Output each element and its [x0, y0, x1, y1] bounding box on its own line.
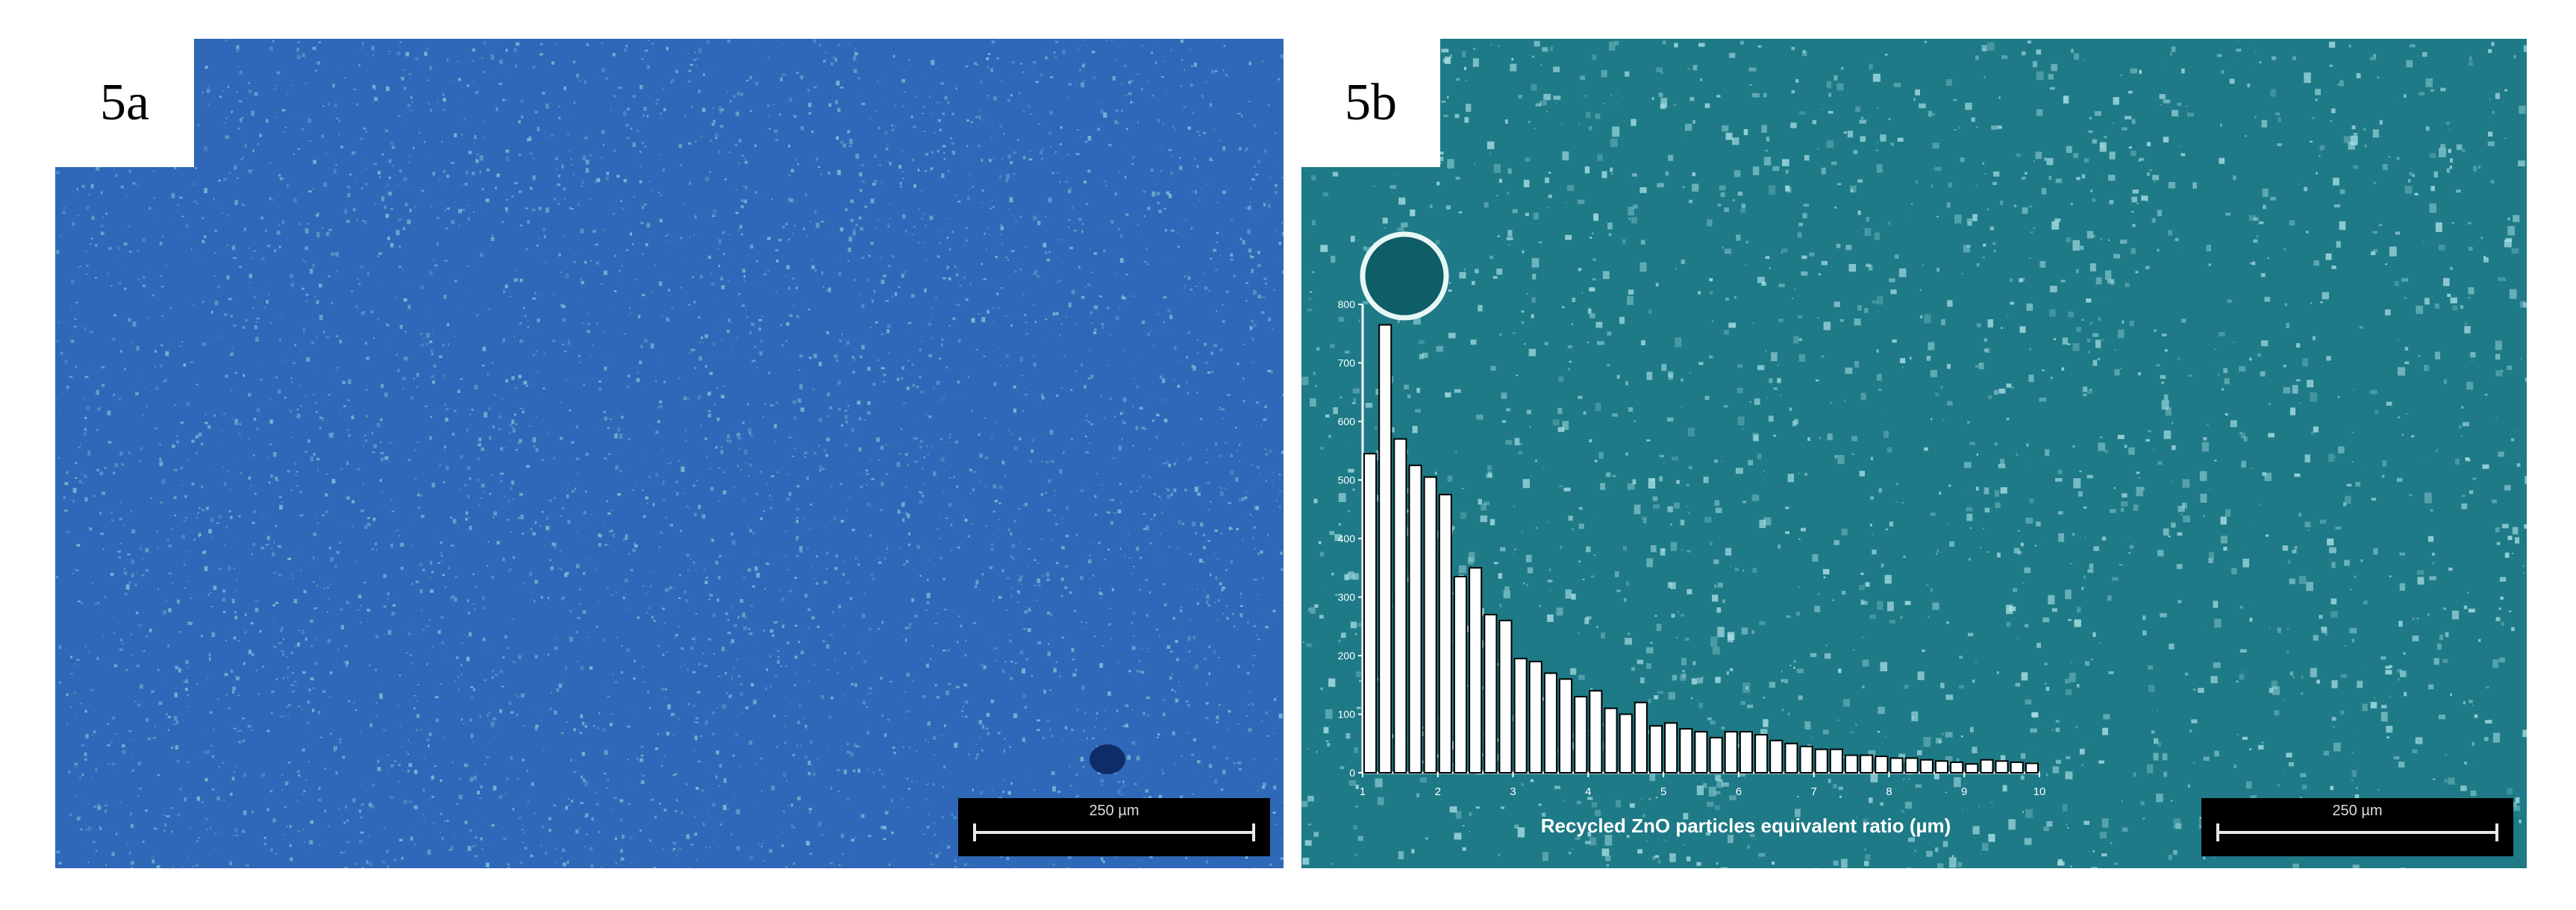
histogram-x-tick-label: 5: [1660, 785, 1666, 798]
histogram-x-tick-label: 1: [1360, 785, 1366, 798]
histogram-x-axis-label: Recycled ZnO particles equivalent ratio …: [1541, 815, 1951, 837]
bubble-feature: [1360, 231, 1449, 321]
histogram-bar: [1498, 619, 1513, 774]
micrograph-a-specks: [55, 39, 1284, 868]
histogram-bar: [1543, 672, 1557, 774]
scale-bar-label-a: 250 µm: [1089, 803, 1139, 819]
histogram-x-tick-label: 2: [1435, 785, 1441, 798]
histogram-bar: [1904, 757, 1919, 774]
histogram-bar: [1965, 763, 1979, 774]
histogram-bar: [1363, 453, 1378, 774]
pore-feature: [1090, 744, 1125, 774]
histogram-y-tick-label: 0: [1349, 767, 1355, 779]
histogram-bar: [1739, 731, 1754, 774]
histogram-bar: [1679, 728, 1693, 774]
histogram-bar: [1453, 576, 1467, 774]
histogram-bar: [1694, 731, 1708, 774]
scale-bar-cap-right-a: [1252, 823, 1255, 841]
histogram-x-tick-label: 9: [1961, 785, 1967, 798]
micrograph-image-a: [55, 39, 1284, 868]
histogram-bar: [1950, 761, 1964, 774]
histogram-bar: [1980, 759, 1994, 774]
histogram-bar: [2010, 761, 2024, 774]
histogram-bar: [1875, 756, 1889, 774]
histogram-x-tick-label: 8: [1886, 785, 1892, 798]
histogram-bar: [1619, 713, 1633, 774]
histogram-bar: [1604, 707, 1618, 774]
histogram-x-tick-label: 6: [1736, 785, 1742, 798]
histogram-y-tick-label: 800: [1338, 298, 1356, 310]
histogram-bar: [1829, 748, 1843, 774]
micrograph-panel-a: 5a 250 µm: [55, 39, 1284, 868]
histogram-bar: [1754, 734, 1769, 774]
scale-bar-line-b: [2218, 831, 2497, 834]
scale-bar-cap-right-b: [2495, 823, 2498, 841]
histogram-bar: [1559, 678, 1573, 774]
histogram-bar: [1423, 476, 1437, 774]
histogram-bar: [1589, 690, 1603, 774]
histogram-bar: [1469, 567, 1483, 774]
particle-size-histogram: 0 100 200 300 400 500 600 700 800 1 2 3 4 5 6 7 8 9 10 Recy…: [1338, 298, 2046, 837]
histogram-y-tick-label: 600: [1338, 415, 1356, 427]
histogram-bar: [1860, 754, 1874, 774]
scale-bar-b: 250 µm: [2201, 798, 2513, 856]
histogram-bar: [1408, 464, 1422, 774]
histogram-x-tick-label: 4: [1585, 785, 1591, 798]
scale-bar-cap-left-a: [973, 823, 976, 841]
histogram-y-tick-label: 500: [1338, 474, 1356, 486]
histogram-bar: [1664, 722, 1678, 774]
scale-bar-cap-left-b: [2216, 823, 2219, 841]
histogram-x-tick-label: 3: [1510, 785, 1516, 798]
histogram-bar: [1845, 754, 1859, 774]
histogram-bar: [1513, 657, 1528, 774]
histogram-bar: [1438, 494, 1452, 774]
histogram-bar: [2025, 762, 2039, 774]
histogram-y-tick-label: 700: [1338, 357, 1356, 369]
histogram-bar: [1919, 759, 1933, 774]
histogram-bar: [1709, 736, 1723, 774]
scale-bar-a: 250 µm: [958, 798, 1270, 856]
histogram-bar: [1769, 739, 1783, 774]
histogram-bar: [1484, 614, 1498, 774]
histogram-y-tick-label: 200: [1338, 650, 1356, 662]
histogram-bar: [1378, 324, 1392, 774]
histogram-bar: [1784, 742, 1798, 774]
histogram-bar: [1995, 760, 2009, 774]
histogram-bar: [1528, 660, 1542, 774]
histogram-bar: [1724, 731, 1738, 774]
panel-label-a: 5a: [55, 39, 194, 167]
histogram-bar: [1634, 701, 1648, 774]
micrograph-panel-b: 5b 0 100 200 300 400 500 600 700 800 1 2 3 4 5 6 7 8 9 10 R…: [1301, 39, 2527, 868]
histogram-x-tick-label: 10: [2033, 785, 2046, 798]
histogram-bar: [1393, 438, 1407, 774]
histogram-bar: [1649, 725, 1663, 774]
scale-bar-line-a: [975, 831, 1254, 834]
histogram-bar: [1799, 745, 1813, 774]
micrograph-a-background: [55, 39, 1284, 868]
histogram-y-tick-label: 400: [1338, 533, 1356, 545]
histogram-bar: [1814, 748, 1828, 774]
histogram-bar: [1934, 760, 1949, 774]
histogram-bar: [1889, 757, 1904, 774]
panel-label-b: 5b: [1301, 39, 1440, 167]
histogram-y-tick-label: 100: [1338, 709, 1356, 721]
scale-bar-label-b: 250 µm: [2332, 803, 2383, 819]
histogram-y-tick-label: 300: [1338, 592, 1356, 603]
histogram-x-tick-label: 7: [1810, 785, 1816, 798]
histogram-bar: [1574, 696, 1588, 774]
